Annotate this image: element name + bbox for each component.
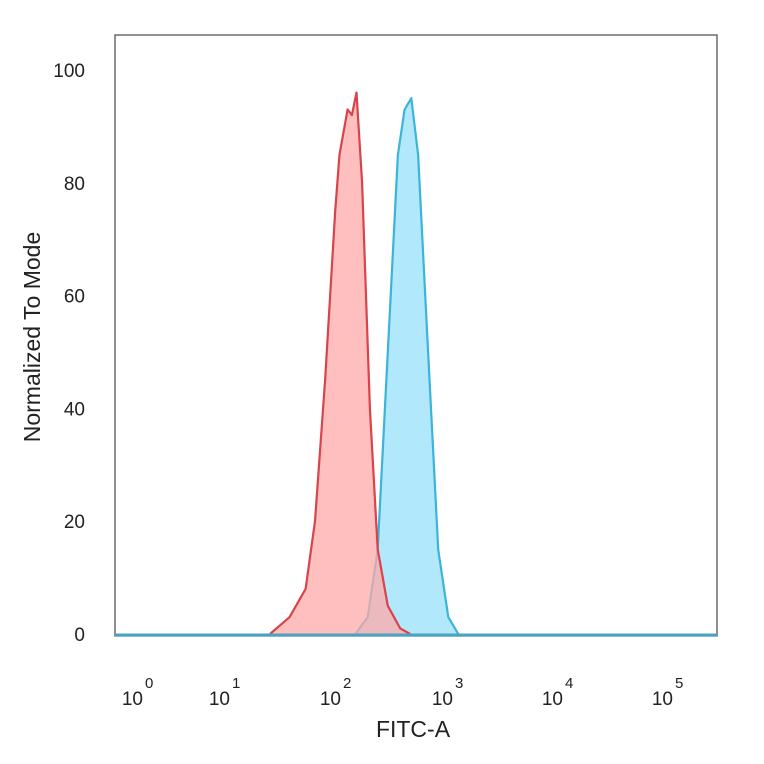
y-axis-label: Normalized To Mode (19, 232, 45, 443)
x-tick-label: 10 (432, 689, 453, 710)
y-tick-label: 0 (74, 625, 85, 646)
x-tick-label: 10 (652, 689, 673, 710)
y-tick-label: 40 (64, 399, 85, 420)
x-tick-exponent: 1 (232, 675, 240, 692)
x-tick-exponent: 3 (455, 675, 463, 692)
x-axis-label: FITC-A (376, 716, 451, 742)
x-tick-label: 10 (209, 689, 230, 710)
x-tick-exponent: 2 (343, 675, 351, 692)
y-tick-label: 100 (53, 61, 85, 82)
x-tick-exponent: 0 (145, 675, 153, 692)
y-tick-label: 20 (64, 512, 85, 533)
x-tick-exponent: 5 (675, 675, 683, 692)
x-tick-label: 10 (320, 689, 341, 710)
series-0-area (270, 92, 411, 635)
x-tick-exponent: 4 (565, 675, 573, 692)
y-tick-label: 80 (64, 174, 85, 195)
y-tick-label: 60 (64, 287, 85, 308)
x-tick-label: 10 (542, 689, 563, 710)
series-0-line (269, 91, 411, 635)
x-tick-label: 10 (122, 689, 143, 710)
